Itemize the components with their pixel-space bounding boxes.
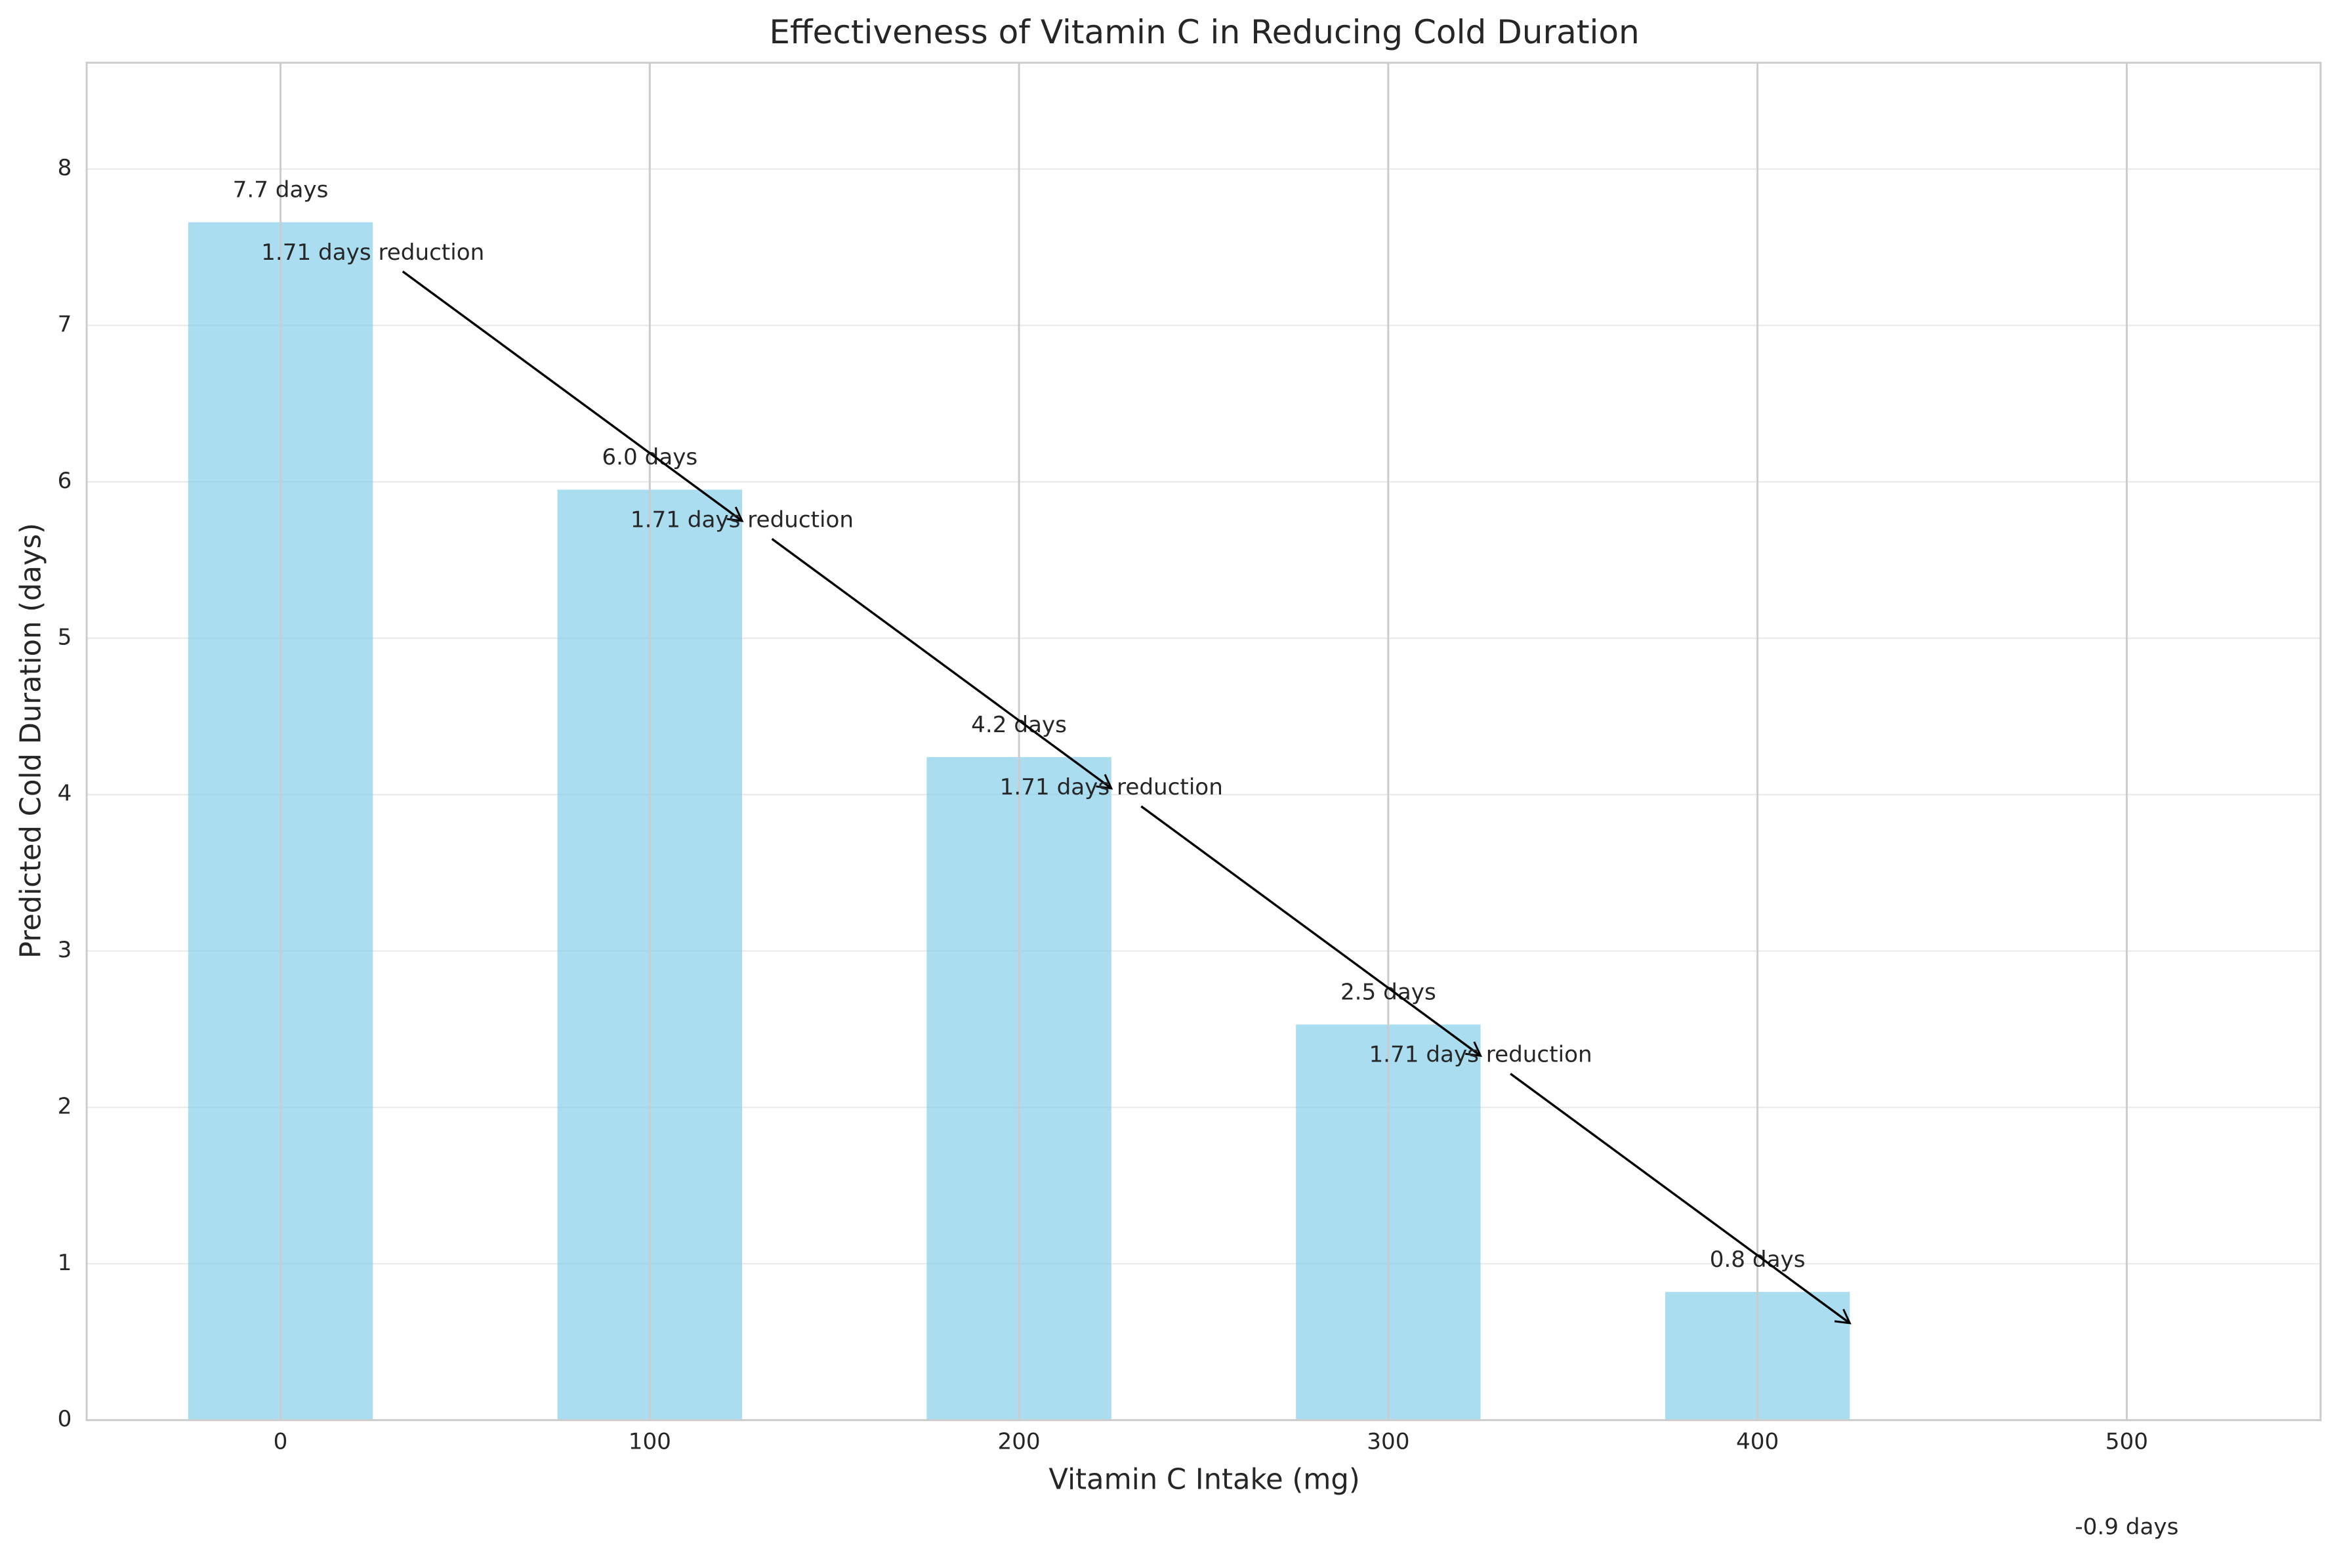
annotation-arrow <box>1510 1073 1852 1325</box>
value-label: -0.9 days <box>2075 1514 2178 1540</box>
value-label: 0.8 days <box>1710 1247 1806 1273</box>
annotation-arrow <box>771 537 1113 790</box>
chart-title: Effectiveness of Vitamin C in Reducing C… <box>769 13 1639 51</box>
x-tick-label: 100 <box>629 1428 671 1455</box>
y-tick-label: 6 <box>58 468 72 494</box>
y-tick-label: 0 <box>58 1406 72 1432</box>
y-tick-label: 8 <box>58 155 72 181</box>
annotation-arrow <box>1140 805 1482 1058</box>
x-tick-label: 0 <box>274 1428 288 1455</box>
value-label: 4.2 days <box>971 712 1067 738</box>
y-tick-label: 7 <box>58 312 72 338</box>
value-label: 6.0 days <box>602 444 697 470</box>
x-axis-label: Vitamin C Intake (mg) <box>1048 1463 1359 1496</box>
x-tick-label: 200 <box>997 1428 1040 1455</box>
value-label: 7.7 days <box>233 177 329 203</box>
y-axis-label: Predicted Cold Duration (days) <box>15 523 48 959</box>
annotation: 1.71 days reduction <box>1000 774 1223 800</box>
annotation: 1.71 days reduction <box>1369 1042 1592 1068</box>
plot-frame <box>85 62 2322 1422</box>
y-tick-label: 1 <box>58 1250 72 1276</box>
y-tick-label: 4 <box>58 781 72 807</box>
grid <box>87 168 2321 1421</box>
annotation-arrow <box>402 270 744 522</box>
y-tick-label: 2 <box>58 1093 72 1119</box>
y-tick-label: 3 <box>58 937 72 963</box>
foreground: 0 1 2 3 4 5 6 7 8 0 100 200 300 400 500 7.7 days 6.0 day… <box>58 62 2178 1540</box>
annotation: 1.71 days reduction <box>261 239 484 266</box>
x-tick-label: 500 <box>2105 1428 2148 1455</box>
y-tick-label: 5 <box>58 624 72 650</box>
value-label: 2.5 days <box>1340 979 1436 1005</box>
bars <box>188 222 1850 1420</box>
annotation: 1.71 days reduction <box>631 507 854 533</box>
x-tick-label: 300 <box>1367 1428 1409 1455</box>
x-tick-label: 400 <box>1736 1428 1779 1455</box>
